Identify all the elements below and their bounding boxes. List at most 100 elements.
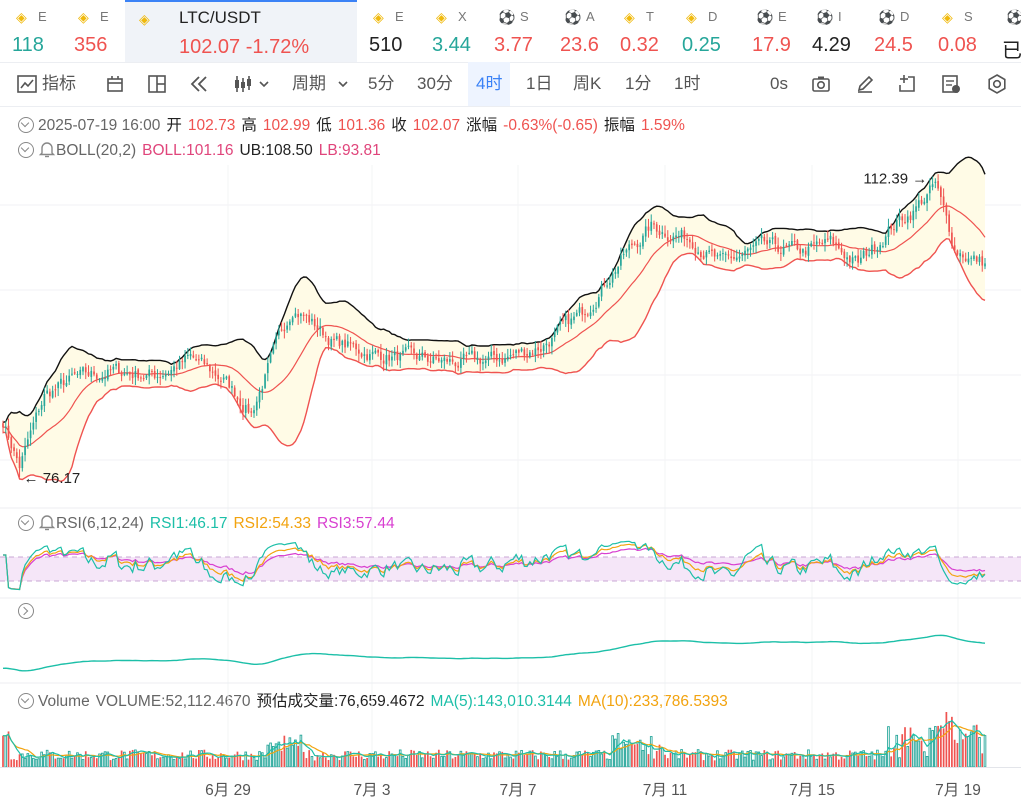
volume-bar [548,756,551,767]
volume-bar [106,751,110,768]
volume-bar [393,755,396,768]
volume-bar [446,750,448,767]
candle-body [768,240,771,243]
candle-body [43,393,46,407]
candle-body [917,200,920,208]
candle-body [515,350,517,354]
period-chevron-icon[interactable] [337,79,349,89]
volume-bar [556,755,559,768]
ticker-12[interactable]: ◈ S 0.08 [926,0,990,62]
collapse-chevron-icon[interactable] [18,117,34,133]
volume-bar [437,749,440,767]
candle-body [454,362,457,367]
interval-4[interactable]: 周K [573,74,602,93]
candle-style-icon[interactable] [104,73,126,95]
volume-bar [658,744,661,767]
candle-body [531,353,534,355]
interval-5[interactable]: 1分 [625,74,652,93]
expand-chevron-icon[interactable] [18,603,34,619]
candle-body [865,249,868,256]
volume-bar [288,737,292,768]
volume-bar [230,756,234,768]
volume-bar [239,755,242,767]
rsi-bell-icon[interactable] [38,514,56,531]
ticker-4[interactable]: ◈ X 3.44 [420,0,482,62]
volume-bar [928,727,932,768]
volume-bar [655,750,658,767]
ticker-3[interactable]: ◈ E 510 [357,0,420,62]
ticker-7[interactable]: ◈ T 0.32 [608,0,670,62]
rewind-icon[interactable] [188,73,210,95]
candle-body [446,359,448,362]
add-window-icon[interactable] [896,73,918,95]
interval-0[interactable]: 5分 [368,74,395,93]
candle-body [68,375,71,382]
candle-body [181,361,184,363]
volume-bar [611,735,614,768]
ticker-2[interactable]: ◈ LTC/USDT 102.07 -1.72% [125,0,357,62]
interval-2[interactable]: 4时 [468,62,511,106]
volume-bar [112,758,115,768]
indicator-chart-icon[interactable] [16,73,38,95]
volume-bar [862,750,865,768]
candle-body [490,351,493,357]
volume-bar [614,738,617,768]
ticker-13[interactable]: ⚽ 已 [990,0,1021,62]
chevron-down-icon[interactable] [258,79,270,89]
candle-body [895,219,898,232]
coin-icon: ⚽ [1006,9,1021,25]
gear-icon[interactable] [986,73,1008,95]
interval-1[interactable]: 30分 [417,74,453,93]
volume-collapse-icon[interactable] [18,693,34,709]
volume-bar [448,751,452,768]
ticker-0[interactable]: ◈ E 118 [0,0,62,62]
layout-icon[interactable] [146,73,168,95]
candle-body [429,361,432,363]
camera-icon[interactable] [810,73,832,95]
volume-bar [56,757,60,768]
ticker-price: 3.77 [494,34,533,56]
boll-collapse-icon[interactable] [18,142,34,158]
ticker-1[interactable]: ◈ E 356 [62,0,125,62]
ticker-10[interactable]: ⚽ I 4.29 [800,0,862,62]
candle-body [153,371,156,378]
volume-bar [493,752,495,767]
ticker-8[interactable]: ◈ D 0.25 [670,0,740,62]
candle-body [802,249,804,253]
ticker-11[interactable]: ⚽ D 24.5 [862,0,926,62]
indicator-settings-icon[interactable] [940,73,962,95]
volume-bar [537,759,539,767]
interval-3[interactable]: 1日 [526,74,553,93]
chart-type-icon[interactable] [232,73,254,95]
boll-lower-line [2,237,986,483]
candle-body [95,374,98,379]
pencil-icon[interactable] [854,73,876,95]
interval-6[interactable]: 1时 [674,74,701,93]
rsi3-value: RSI3:57.44 [317,515,395,532]
rsi-collapse-icon[interactable] [18,515,34,531]
volume-bar [13,759,15,767]
candle-body [978,256,981,263]
volume-bar [895,734,899,768]
ticker-5[interactable]: ⚽ S 3.77 [482,0,548,62]
candle-body [520,348,523,352]
volume-bar [363,759,366,768]
ticker-9[interactable]: ⚽ E 17.9 [740,0,800,62]
volume-bar [787,753,791,768]
candle-body [313,318,316,327]
bell-icon[interactable] [38,141,56,158]
indicator-button[interactable]: 指标 [42,74,76,93]
volume-bar [558,750,562,768]
volume-bar [26,753,30,768]
period-button[interactable]: 周期 [292,74,326,93]
coin-icon: ⚽ [498,9,516,25]
volume-bar [220,753,222,767]
volume-bar [528,750,532,768]
candle-body [611,273,614,283]
candle-body [722,253,724,255]
bnb-icon: ◈ [942,9,953,25]
ticker-price: 356 [74,34,108,56]
ticker-6[interactable]: ⚽ A 23.6 [548,0,608,62]
candle-body [473,351,476,359]
volume-bar [636,743,639,767]
